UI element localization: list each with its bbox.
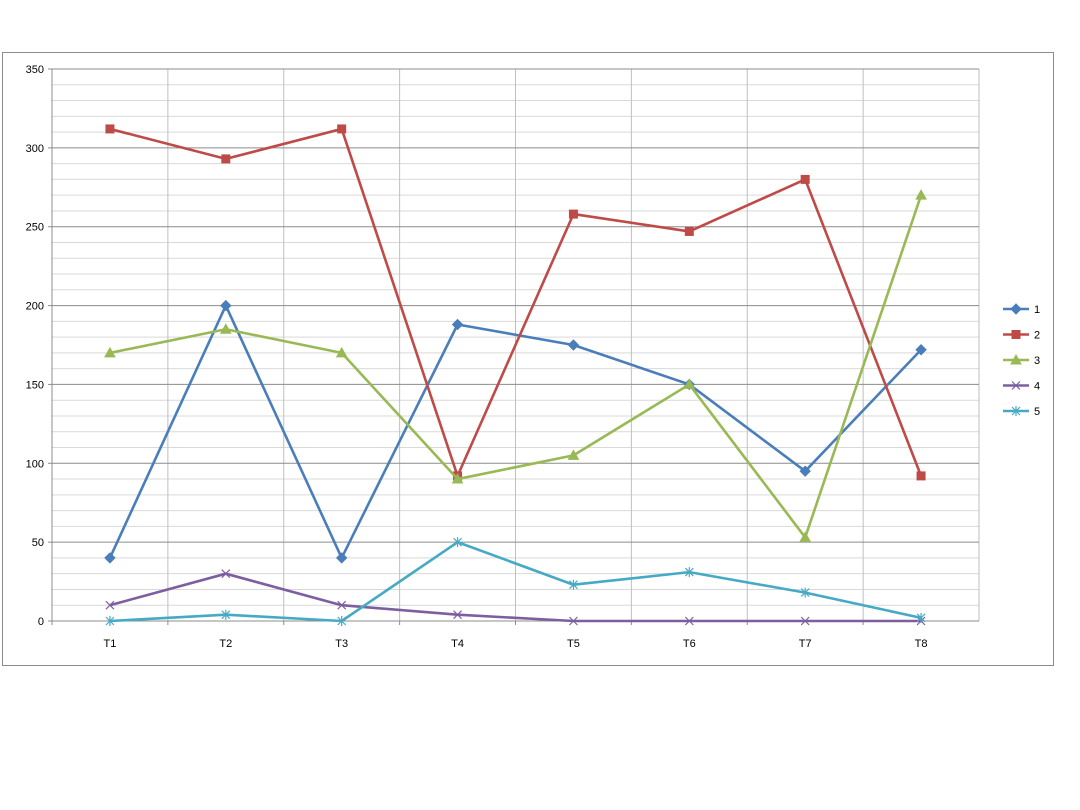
data-point [221,569,231,579]
legend-item-5: 5 [1003,406,1040,418]
y-tick-label: 50 [32,537,44,549]
series-3 [104,189,927,542]
series-line [109,540,922,623]
legend-item-1: 1 [1003,303,1040,316]
data-point [800,174,810,184]
data-point [684,567,694,578]
data-point [800,616,810,626]
data-point [451,473,464,484]
data-point [453,610,462,620]
legend-item-2: 2 [1003,330,1040,342]
data-point [337,616,347,626]
y-tick-label: 0 [38,616,44,628]
legend-label: 5 [1034,406,1040,418]
data-point [105,600,115,610]
data-point [219,323,232,334]
y-tick-label: 250 [26,222,44,234]
data-point [684,226,694,236]
data-point [1010,353,1022,365]
x-tick-label: T5 [567,638,580,650]
x-tick-label: T6 [683,638,696,650]
data-point [916,471,926,481]
legend-label: 1 [1034,304,1040,316]
x-tick-label: T3 [335,638,348,650]
y-tick-label: 100 [26,458,44,470]
data-point [683,378,696,389]
data-point [221,154,231,164]
data-point [105,616,115,626]
line-chart: 0 50 100 150 200 250 300 350 T1 T2 T3 T4 T5 T6 T7 T8 1 2… [26,64,1040,650]
data-point [335,346,348,358]
data-point [220,299,232,312]
x-tick-label: T2 [219,638,232,650]
data-point [104,552,116,564]
x-tick-label: T1 [104,638,117,650]
data-point [567,339,580,351]
legend-label: 2 [1034,330,1040,342]
series-layer [104,124,927,626]
data-point [799,465,811,477]
y-tick-label: 350 [26,64,44,76]
data-point [337,600,347,610]
data-point [569,579,578,590]
x-tick-label: T8 [915,638,928,650]
data-point [916,612,926,623]
legend-label: 4 [1034,381,1040,393]
data-point [453,537,462,548]
grid [52,68,980,621]
data-point [221,609,231,620]
data-point [105,124,115,134]
series-5 [105,537,926,626]
data-point [1011,406,1021,416]
series-line [109,572,922,623]
data-point [684,616,694,626]
series-line [109,127,923,478]
legend-item-4: 4 [1003,381,1040,393]
data-point [800,587,810,598]
data-point [337,124,347,134]
data-point [915,189,927,200]
legend-label: 3 [1034,355,1040,367]
series-1 [104,299,927,564]
data-point [799,531,812,542]
data-point [451,318,464,331]
data-point [568,209,578,219]
x-tick-label: T7 [799,638,812,650]
series-line [109,194,923,539]
legend-item-3: 3 [1003,353,1040,367]
data-point [1011,330,1021,339]
y-tick-label: 150 [26,379,44,391]
axes: 0 50 100 150 200 250 300 350 T1 T2 T3 T4 T5 T6 T7 T8 [26,64,979,650]
y-tick-label: 300 [26,143,44,155]
legend: 1 2 3 4 5 [1003,303,1040,418]
y-tick-label: 200 [26,301,44,313]
data-point [1010,303,1022,315]
data-point [567,449,580,460]
data-point [915,344,927,356]
series-line [108,304,923,560]
data-point [1011,381,1021,390]
x-tick-label: T4 [451,638,464,650]
data-point [104,346,116,358]
chart-frame: 0 50 100 150 200 250 300 350 T1 T2 T3 T4 T5 T6 T7 T8 1 2… [2,52,1054,666]
data-point [335,552,348,564]
data-point [569,616,578,626]
